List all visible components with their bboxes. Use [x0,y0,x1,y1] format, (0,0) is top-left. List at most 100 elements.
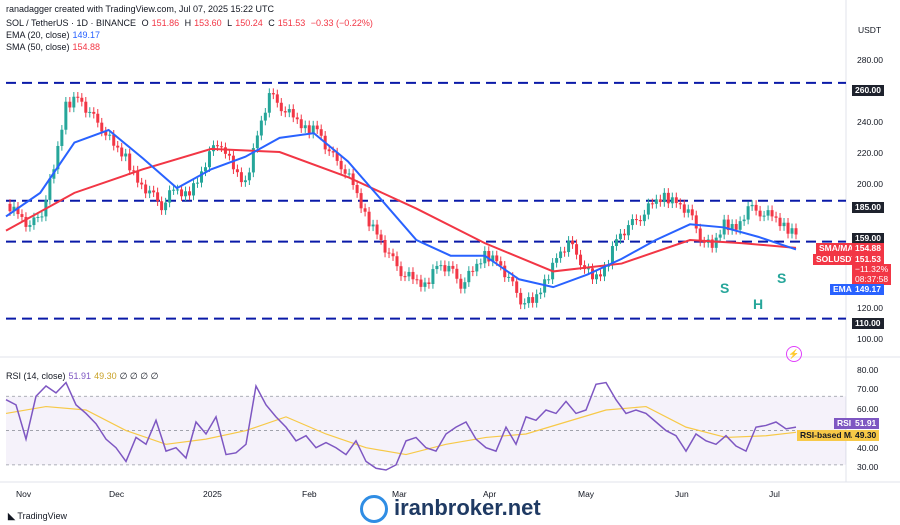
candle-body [231,155,235,170]
left-shoulder-label: S [720,280,730,296]
candle-body [411,271,415,280]
candle-body [16,206,20,215]
symbol-scale-name: SOLUSDT [813,254,860,265]
candle-body [116,145,120,148]
candle-body [88,111,92,113]
candle-body [371,224,375,227]
candle-body [176,189,180,191]
candle-body [626,225,630,236]
tradingview-logo-icon: ◣ [8,511,18,521]
sma-scale-name: SMA/MA [816,243,857,254]
candle-body [579,254,583,266]
candle-body [263,112,267,121]
candle-body [467,270,471,283]
ema-legend[interactable]: EMA (20, close) 149.17 [6,30,103,41]
rsi-legend[interactable]: RSI (14, close) 51.91 49.30 ∅ ∅ ∅ ∅ [6,371,161,382]
candle-body [136,170,140,183]
candle-body [104,131,108,136]
time-label: Dec [109,489,125,499]
time-label: May [578,489,595,499]
candle-body [471,270,475,272]
candle-body [227,153,231,156]
candle-body [287,109,291,113]
watermark-icon [360,495,388,524]
lightning-icon[interactable]: ⚡ [786,346,802,362]
candle-body [567,240,571,253]
candle-body [319,129,323,136]
candle-body [459,278,463,289]
candle-body [447,265,451,272]
candle-body [662,192,666,203]
candle-body [682,204,686,213]
low-value: 150.24 [235,18,263,28]
close-label: C [268,18,275,28]
candle-body [427,282,431,284]
price-tick: 240.00 [857,117,883,127]
rsi-legend-value: 51.91 [68,371,92,381]
candle-body [407,271,411,277]
ema20-line [5,128,797,289]
candle-body [614,239,618,247]
candle-body [746,206,750,220]
candle-body [387,252,391,254]
time-label: Jun [675,489,689,499]
candle-body [515,281,519,293]
candle-body [455,268,459,279]
candle-body [36,216,40,218]
candle-body [419,279,423,287]
candle-body [327,149,331,152]
candle-body [710,239,714,248]
time-label: Nov [16,489,32,499]
sma-legend[interactable]: SMA (50, close) 154.88 [6,42,103,53]
candle-body [48,178,52,200]
candle-body [638,220,642,222]
candle-body [670,197,674,204]
candle-body [235,169,239,173]
ema-scale-name: EMA [830,284,855,295]
tradingview-logo[interactable]: ◣ TradingView [8,511,67,522]
right-shoulder-label: S [777,270,787,286]
candle-body [100,122,104,132]
candle-body [219,146,223,148]
candle-body [702,241,706,243]
candle-body [666,192,670,204]
price-tick: 200.00 [857,179,883,189]
candle-body [734,224,738,230]
rsi-scale-name: RSI [834,418,855,429]
candle-body [223,147,227,154]
candle-body [315,125,319,130]
candle-body [395,256,399,267]
candle-body [355,185,359,194]
ema-legend-label: EMA (20, close) [6,30,70,40]
close-value: 151.53 [277,18,306,28]
candle-body [307,125,311,134]
candle-body [271,93,275,95]
candle-body [184,191,188,197]
level-159-tag: 159.00 [852,233,884,244]
candle-body [188,191,192,196]
candle-body [483,251,487,264]
watermark: iranbroker.net [360,495,541,524]
candle-body [239,172,243,183]
candle-body [431,269,435,284]
candle-body [128,153,132,171]
candle-body [587,268,591,270]
candle-body [618,233,622,240]
candle-body [335,152,339,161]
ema-scale-value: 149.17 [852,284,884,295]
candle-body [678,203,682,205]
candle-body [112,134,116,146]
price-change-tag: −11.32% [852,264,892,275]
candle-body [479,263,483,265]
candle-body [507,276,511,278]
candle-body [76,96,80,98]
candle-body [622,233,626,236]
head-label: H [753,296,764,312]
candle-body [291,109,295,118]
candle-body [754,204,758,211]
level-185-tag: 185.00 [852,202,884,213]
candle-body [339,160,343,170]
candle-body [207,151,211,168]
rsi-ma-legend-value: 49.30 [94,371,117,381]
